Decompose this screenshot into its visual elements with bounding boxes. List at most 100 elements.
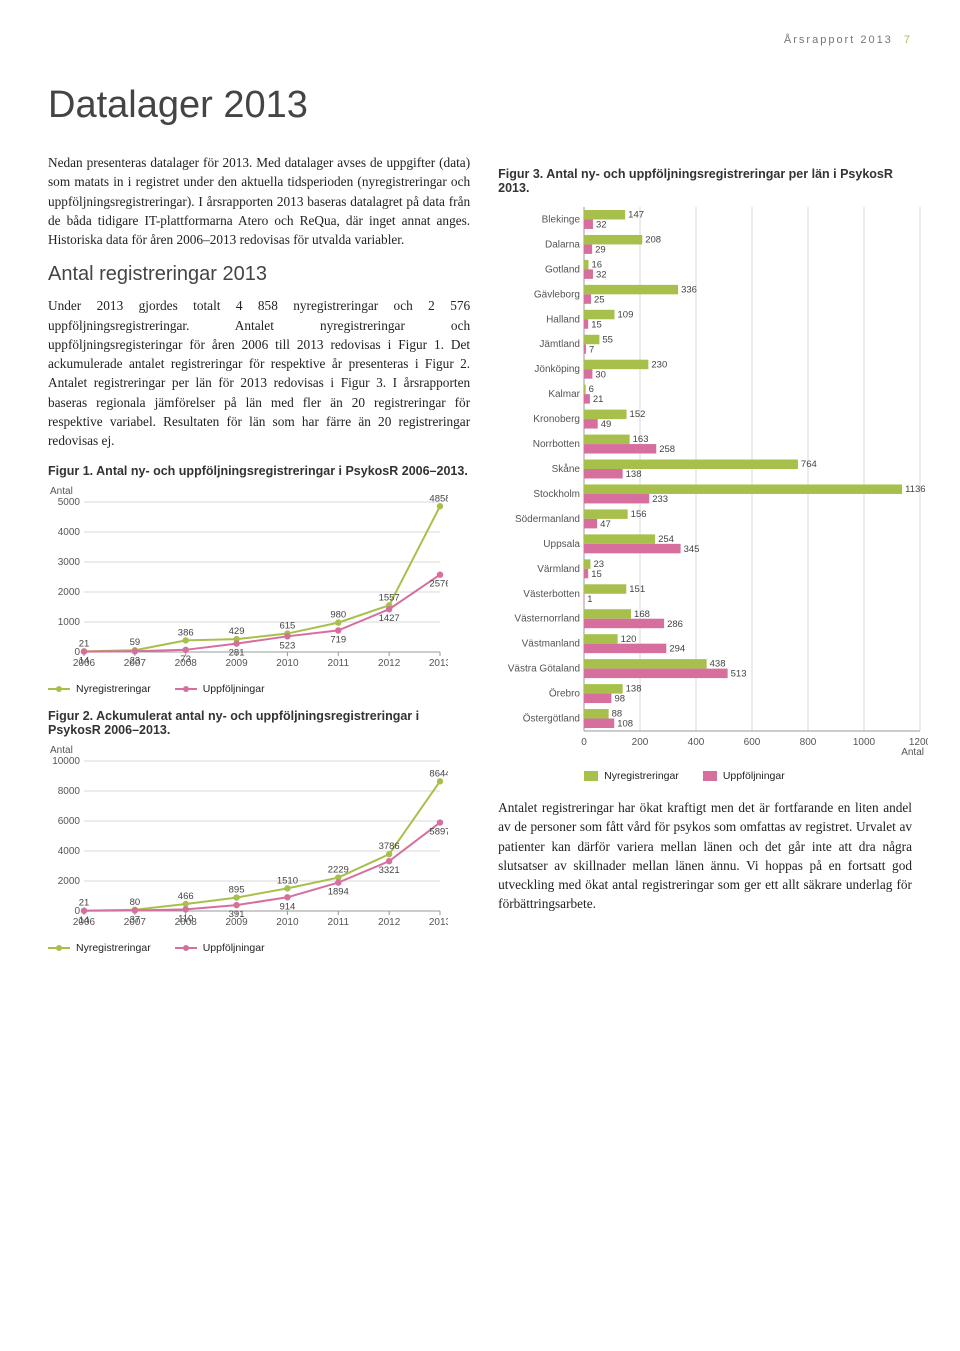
svg-text:2009: 2009: [225, 658, 248, 669]
svg-text:29: 29: [595, 244, 606, 255]
svg-text:719: 719: [330, 635, 346, 646]
svg-text:163: 163: [633, 434, 649, 445]
svg-text:4000: 4000: [58, 846, 81, 857]
svg-text:Blekinge: Blekinge: [542, 214, 581, 225]
svg-text:230: 230: [652, 359, 668, 370]
svg-text:6000: 6000: [58, 816, 81, 827]
page-title: Datalager 2013: [48, 84, 912, 127]
svg-text:2229: 2229: [328, 865, 349, 876]
svg-text:2012: 2012: [378, 658, 401, 669]
svg-text:1557: 1557: [379, 593, 400, 604]
svg-text:Gotland: Gotland: [545, 264, 580, 275]
svg-text:32: 32: [596, 220, 607, 231]
svg-text:523: 523: [279, 641, 295, 652]
svg-text:233: 233: [652, 494, 668, 505]
svg-text:1: 1: [587, 594, 592, 605]
svg-text:Halland: Halland: [546, 314, 580, 325]
svg-text:513: 513: [731, 669, 747, 680]
svg-text:37: 37: [130, 915, 141, 926]
svg-text:8644: 8644: [429, 769, 448, 780]
svg-text:Jämtland: Jämtland: [540, 339, 581, 350]
svg-text:23: 23: [130, 656, 141, 667]
svg-text:429: 429: [229, 627, 245, 638]
svg-text:914: 914: [279, 902, 295, 913]
svg-text:73: 73: [180, 654, 191, 665]
svg-text:2576: 2576: [429, 579, 448, 590]
svg-text:286: 286: [667, 619, 683, 630]
svg-text:21: 21: [79, 898, 90, 909]
left-column: Nedan presenteras datalager för 2013. Me…: [48, 153, 470, 954]
page-header: Årsrapport 2013 7: [784, 34, 912, 46]
svg-text:386: 386: [178, 628, 194, 639]
intro-text: Nedan presenteras datalager för 2013. Me…: [48, 153, 470, 249]
svg-text:281: 281: [229, 648, 245, 659]
svg-text:8000: 8000: [58, 786, 81, 797]
svg-text:15: 15: [591, 319, 602, 330]
svg-text:764: 764: [801, 459, 817, 470]
fig1-chart: Antal01000200030004000500020062007200820…: [48, 484, 470, 695]
right-text: Antalet registreringar har ökat kraftigt…: [498, 798, 912, 914]
svg-text:2010: 2010: [276, 917, 299, 928]
svg-text:4858: 4858: [429, 494, 448, 505]
fig3-chart: 020040060080010001200AntalBlekinge14732D…: [498, 201, 912, 782]
svg-text:Antal: Antal: [50, 745, 73, 756]
svg-text:980: 980: [330, 610, 346, 621]
svg-text:1000: 1000: [853, 737, 876, 748]
svg-text:59: 59: [130, 638, 141, 649]
svg-text:25: 25: [594, 294, 605, 305]
svg-text:14: 14: [79, 915, 90, 926]
svg-text:98: 98: [615, 694, 626, 705]
svg-text:109: 109: [618, 309, 634, 320]
svg-text:Östergötland: Östergötland: [523, 713, 580, 725]
svg-text:108: 108: [617, 719, 633, 730]
svg-text:32: 32: [596, 269, 607, 280]
svg-text:800: 800: [800, 737, 817, 748]
svg-text:Kronoberg: Kronoberg: [533, 414, 580, 425]
page-number: 7: [904, 34, 912, 46]
svg-text:152: 152: [630, 409, 646, 420]
svg-text:4000: 4000: [58, 527, 81, 538]
svg-text:2011: 2011: [328, 917, 350, 928]
legend-swatch-ny: [48, 684, 70, 694]
svg-text:151: 151: [629, 584, 645, 595]
content-columns: Nedan presenteras datalager för 2013. Me…: [48, 153, 912, 954]
svg-text:168: 168: [634, 609, 650, 620]
svg-text:Stockholm: Stockholm: [533, 489, 580, 500]
svg-text:Antal: Antal: [901, 747, 924, 758]
svg-text:895: 895: [229, 885, 245, 896]
fig2-chart: Antal02000400060008000100002006200720082…: [48, 743, 470, 954]
legend-upp-label: Uppföljningar: [723, 770, 785, 782]
svg-text:156: 156: [631, 509, 647, 520]
svg-text:Västmanland: Västmanland: [522, 639, 580, 650]
svg-text:258: 258: [659, 444, 675, 455]
svg-text:147: 147: [628, 210, 644, 221]
svg-text:55: 55: [603, 334, 614, 345]
svg-text:600: 600: [744, 737, 761, 748]
svg-text:208: 208: [645, 235, 661, 246]
svg-text:2013: 2013: [429, 917, 448, 928]
svg-text:Antal: Antal: [50, 486, 73, 497]
right-column: Figur 3. Antal ny- och uppföljningsregis…: [498, 153, 912, 954]
legend-ny-label: Nyregistreringar: [76, 942, 151, 954]
svg-text:2013: 2013: [429, 658, 448, 669]
svg-text:1510: 1510: [277, 876, 298, 887]
svg-text:2000: 2000: [58, 876, 81, 887]
svg-text:5000: 5000: [58, 497, 81, 508]
svg-text:Västra Götaland: Västra Götaland: [508, 664, 580, 675]
svg-text:7: 7: [589, 344, 594, 355]
svg-text:49: 49: [601, 419, 612, 430]
legend-upp-label: Uppföljningar: [203, 942, 265, 954]
svg-text:120: 120: [621, 634, 637, 645]
svg-text:5897: 5897: [429, 827, 448, 838]
svg-text:1136: 1136: [905, 484, 925, 495]
svg-text:2010: 2010: [276, 658, 299, 669]
svg-text:Norrbotten: Norrbotten: [533, 439, 580, 450]
svg-text:Södermanland: Södermanland: [515, 514, 580, 525]
section-heading: Antal registreringar 2013: [48, 263, 470, 286]
svg-text:15: 15: [591, 569, 602, 580]
svg-text:Dalarna: Dalarna: [545, 239, 580, 250]
svg-text:2012: 2012: [378, 917, 401, 928]
fig2-title: Figur 2. Ackumulerat antal ny- och uppfö…: [48, 709, 470, 737]
svg-text:Västernorrland: Västernorrland: [515, 614, 581, 625]
svg-text:1894: 1894: [328, 887, 349, 898]
